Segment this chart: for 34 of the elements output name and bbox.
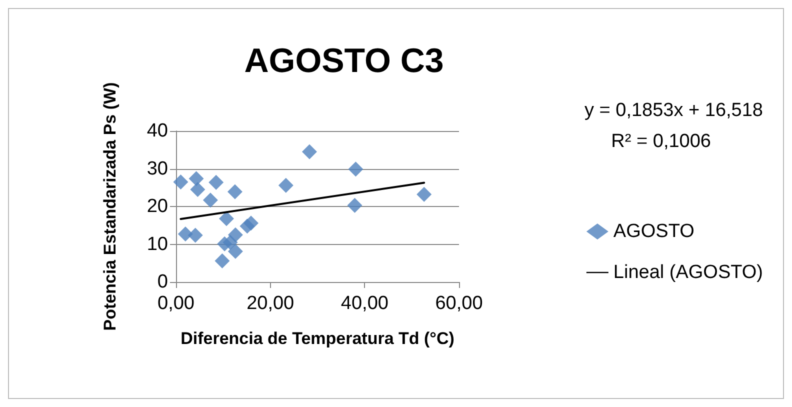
x-tick-label: 0,00 <box>158 293 194 314</box>
chart-title: AGOSTO C3 <box>244 42 444 80</box>
point <box>347 198 362 213</box>
text: R² = 0,1006 <box>611 131 712 152</box>
legend-label: AGOSTO <box>613 221 694 242</box>
point <box>178 226 193 242</box>
point <box>190 182 206 198</box>
y-tick-label: 30 <box>146 158 168 180</box>
point <box>208 174 224 190</box>
y-tick-label: 40 <box>146 120 168 142</box>
point <box>214 253 230 268</box>
point <box>348 162 364 177</box>
y-tick-label: 0 <box>157 272 168 292</box>
x-tick-label: 40,00 <box>340 293 388 314</box>
point <box>222 234 238 250</box>
point <box>188 228 203 243</box>
x-tick-label: 20,00 <box>246 293 294 314</box>
point <box>188 171 204 186</box>
point <box>173 174 188 190</box>
text: y = 0,1853x + 16,518 <box>584 100 764 121</box>
point <box>278 178 294 193</box>
x-axis-title: Diferencia de Temperatura Td (°C) <box>180 329 454 348</box>
point <box>202 192 218 208</box>
point <box>243 216 258 231</box>
y-tick-label: 10 <box>146 234 168 255</box>
point <box>228 244 243 259</box>
point <box>227 184 242 200</box>
point <box>218 211 234 226</box>
x-tick-label: 60,00 <box>435 293 483 314</box>
legend-label: Lineal (AGOSTO) <box>613 262 764 283</box>
y-tick-label: 20 <box>146 196 168 217</box>
y-axis-title: Potencia Estandarizada Ps (W) <box>100 82 120 331</box>
point <box>416 186 432 202</box>
point <box>302 144 317 160</box>
